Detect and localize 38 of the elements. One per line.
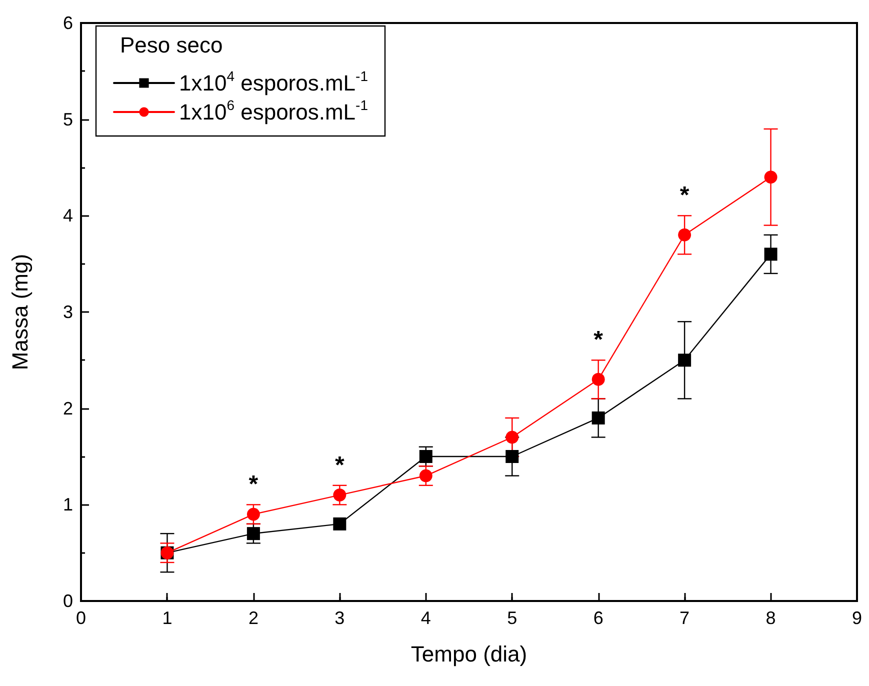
annotation: * <box>248 471 259 498</box>
point <box>506 430 519 444</box>
x-tick-label: 5 <box>507 608 518 628</box>
point <box>764 170 778 184</box>
annotation: * <box>680 182 690 210</box>
annotation: * <box>334 452 345 479</box>
point <box>419 450 432 463</box>
point <box>333 488 346 502</box>
x-axis-title: Tempo (dia) <box>410 642 528 666</box>
x-tick-label: 6 <box>593 608 604 628</box>
y-tick-label: 1 <box>62 494 73 515</box>
point <box>592 372 605 386</box>
y-axis-title: Massa (mg) <box>8 254 32 370</box>
point <box>333 517 346 530</box>
x-tick-label: 8 <box>766 608 776 628</box>
point <box>506 450 519 463</box>
y-tick-label: 5 <box>62 109 73 130</box>
point <box>764 248 778 261</box>
y-tick-label: 4 <box>62 206 73 226</box>
point <box>246 527 260 540</box>
x-tick-label: 4 <box>420 608 431 628</box>
point <box>678 228 692 242</box>
point <box>678 354 692 367</box>
y-tick-label: 3 <box>62 302 73 322</box>
point <box>419 469 432 482</box>
point <box>246 508 260 521</box>
x-tick-label: 9 <box>852 608 862 628</box>
x-tick-label: 1 <box>162 608 172 628</box>
y-tick-label: 2 <box>62 398 73 418</box>
annotation: * <box>594 326 604 354</box>
x-tick-label: 2 <box>248 608 258 628</box>
x-tick-label: 0 <box>76 608 86 628</box>
legend-title: Peso seco <box>120 32 223 58</box>
point <box>592 411 605 424</box>
x-tick-label: 3 <box>334 608 345 628</box>
y-tick-label: 6 <box>62 13 73 33</box>
y-tick-label: 0 <box>62 591 73 611</box>
x-tick-label: 7 <box>680 608 690 628</box>
